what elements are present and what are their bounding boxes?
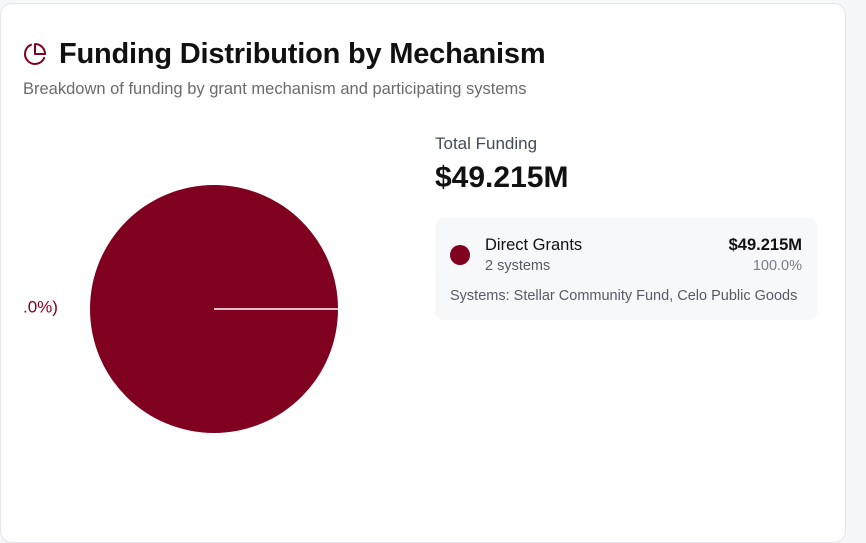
mechanism-card-direct-grants[interactable]: Direct Grants 2 systems $49.215M 100.0% … [435, 218, 817, 320]
card-header: Funding Distribution by Mechanism Breakd… [23, 36, 546, 100]
funding-distribution-card: Funding Distribution by Mechanism Breakd… [0, 3, 846, 543]
total-funding-value: $49.215M [435, 161, 569, 194]
pie-chart-icon [23, 42, 47, 66]
mechanism-name: Direct Grants [485, 236, 583, 254]
title-row: Funding Distribution by Mechanism [23, 36, 546, 72]
mechanism-systems-list: Systems: Stellar Community Fund, Celo Pu… [450, 288, 798, 304]
mechanism-systems-count: 2 systems [485, 258, 551, 274]
total-funding-label: Total Funding [435, 134, 538, 153]
summary-panel: Total Funding $49.215M Direct Grants 2 s… [435, 132, 817, 320]
mechanism-info: Direct Grants 2 systems [450, 234, 582, 276]
mechanism-card-header: Direct Grants 2 systems $49.215M 100.0% [450, 234, 802, 276]
mechanism-text: Direct Grants 2 systems [485, 234, 582, 276]
mechanism-color-dot [450, 245, 470, 265]
pie-chart-svg: .0%) [23, 185, 338, 433]
page-subtitle: Breakdown of funding by grant mechanism … [23, 80, 527, 98]
pie-chart: .0%) [1, 154, 381, 474]
mechanism-percent: 100.0% [752, 258, 802, 274]
mechanism-amounts: $49.215M 100.0% [729, 234, 802, 276]
mechanism-amount: $49.215M [728, 236, 802, 254]
pie-slice-label: .0%) [23, 297, 58, 316]
page-title: Funding Distribution by Mechanism [59, 38, 546, 70]
